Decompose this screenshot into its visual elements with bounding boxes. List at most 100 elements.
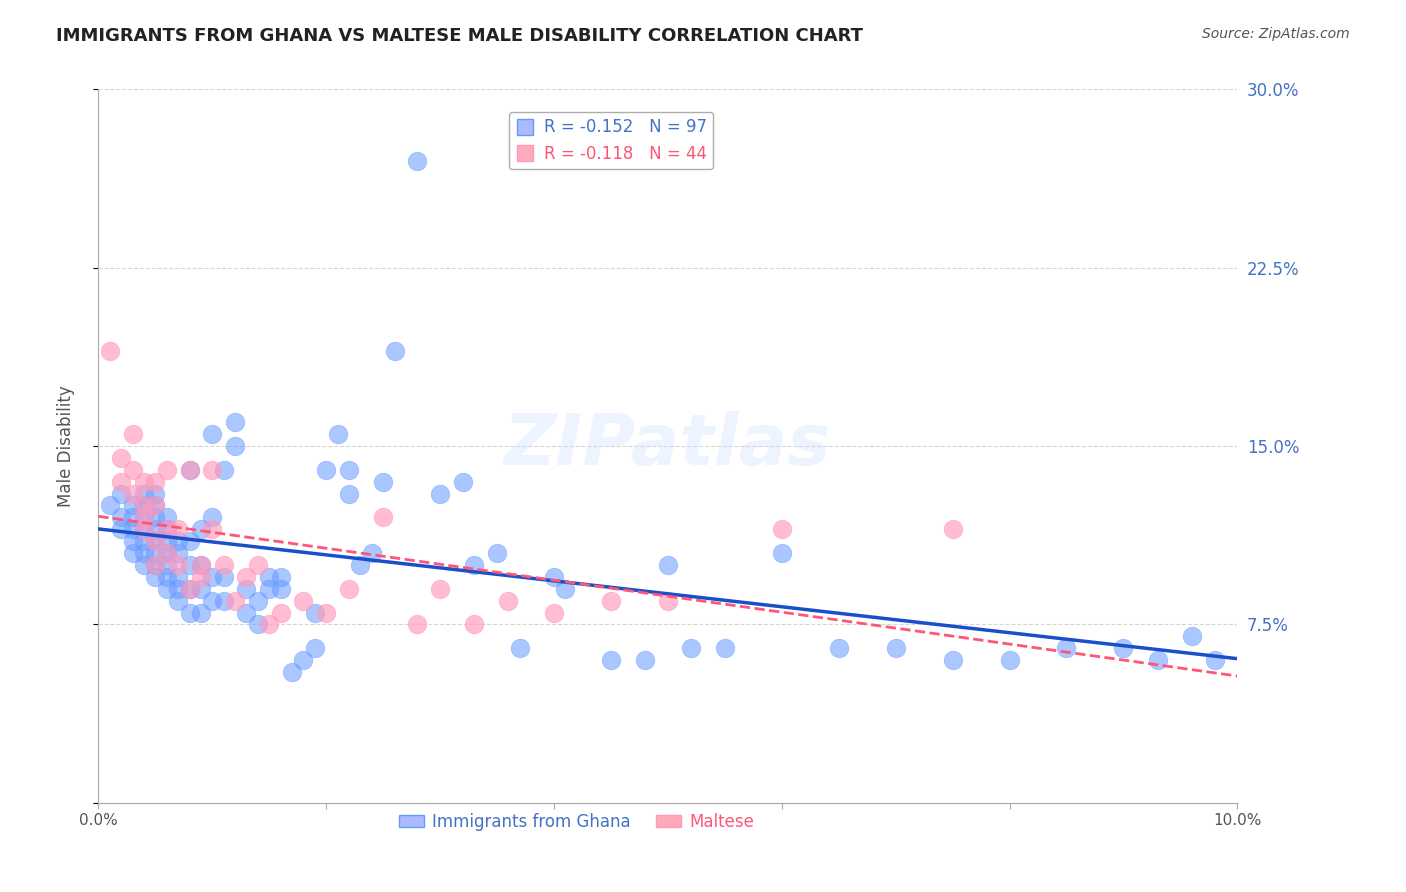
Immigrants from Ghana — [600, 653, 623, 667]
Text: IMMIGRANTS FROM GHANA VS MALTESE MALE DISABILITY CORRELATION CHART: IMMIGRANTS FROM GHANA VS MALTESE MALE DI… — [56, 27, 863, 45]
Immigrants from Ghana — [201, 570, 224, 584]
Maltese — [235, 570, 257, 584]
Immigrants from Ghana — [224, 439, 246, 453]
Immigrants from Ghana — [98, 499, 121, 513]
Maltese — [770, 522, 793, 536]
Immigrants from Ghana — [167, 593, 190, 607]
Maltese — [292, 593, 315, 607]
Immigrants from Ghana — [828, 641, 851, 656]
Immigrants from Ghana — [156, 582, 179, 596]
Maltese — [942, 522, 965, 536]
Immigrants from Ghana — [145, 570, 167, 584]
Immigrants from Ghana — [235, 582, 257, 596]
Immigrants from Ghana — [942, 653, 965, 667]
Immigrants from Ghana — [145, 510, 167, 524]
Immigrants from Ghana — [657, 558, 679, 572]
Maltese — [406, 617, 429, 632]
Immigrants from Ghana — [292, 653, 315, 667]
Immigrants from Ghana — [145, 486, 167, 500]
Immigrants from Ghana — [235, 606, 257, 620]
Immigrants from Ghana — [110, 522, 132, 536]
Maltese — [315, 606, 337, 620]
Immigrants from Ghana — [145, 558, 167, 572]
Immigrants from Ghana — [156, 558, 179, 572]
Immigrants from Ghana — [190, 522, 212, 536]
Immigrants from Ghana — [679, 641, 702, 656]
Immigrants from Ghana — [451, 475, 474, 489]
Immigrants from Ghana — [212, 463, 235, 477]
Immigrants from Ghana — [190, 558, 212, 572]
Immigrants from Ghana — [998, 653, 1021, 667]
Immigrants from Ghana — [179, 582, 201, 596]
Immigrants from Ghana — [714, 641, 737, 656]
Maltese — [543, 606, 565, 620]
Maltese — [600, 593, 623, 607]
Maltese — [463, 617, 485, 632]
Maltese — [337, 582, 360, 596]
Maltese — [145, 534, 167, 549]
Immigrants from Ghana — [156, 570, 179, 584]
Y-axis label: Male Disability: Male Disability — [56, 385, 75, 507]
Maltese — [179, 582, 201, 596]
Immigrants from Ghana — [884, 641, 907, 656]
Maltese — [145, 499, 167, 513]
Immigrants from Ghana — [337, 463, 360, 477]
Immigrants from Ghana — [190, 606, 212, 620]
Immigrants from Ghana — [121, 510, 143, 524]
Immigrants from Ghana — [190, 582, 212, 596]
Immigrants from Ghana — [110, 510, 132, 524]
Immigrants from Ghana — [326, 427, 349, 442]
Maltese — [190, 558, 212, 572]
Immigrants from Ghana — [270, 570, 292, 584]
Maltese — [156, 522, 179, 536]
Immigrants from Ghana — [212, 570, 235, 584]
Immigrants from Ghana — [145, 534, 167, 549]
Immigrants from Ghana — [132, 486, 155, 500]
Immigrants from Ghana — [132, 534, 155, 549]
Immigrants from Ghana — [167, 570, 190, 584]
Immigrants from Ghana — [132, 510, 155, 524]
Immigrants from Ghana — [179, 463, 201, 477]
Immigrants from Ghana — [145, 499, 167, 513]
Maltese — [657, 593, 679, 607]
Immigrants from Ghana — [121, 546, 143, 560]
Maltese — [190, 570, 212, 584]
Immigrants from Ghana — [554, 582, 576, 596]
Immigrants from Ghana — [270, 582, 292, 596]
Immigrants from Ghana — [1056, 641, 1078, 656]
Maltese — [373, 510, 395, 524]
Immigrants from Ghana — [259, 582, 281, 596]
Immigrants from Ghana — [145, 522, 167, 536]
Immigrants from Ghana — [156, 534, 179, 549]
Maltese — [259, 617, 281, 632]
Immigrants from Ghana — [132, 546, 155, 560]
Maltese — [201, 463, 224, 477]
Maltese — [145, 558, 167, 572]
Maltese — [179, 463, 201, 477]
Immigrants from Ghana — [132, 499, 155, 513]
Immigrants from Ghana — [156, 510, 179, 524]
Maltese — [156, 463, 179, 477]
Maltese — [224, 593, 246, 607]
Immigrants from Ghana — [132, 558, 155, 572]
Immigrants from Ghana — [406, 153, 429, 168]
Immigrants from Ghana — [304, 606, 326, 620]
Maltese — [98, 343, 121, 358]
Maltese — [132, 499, 155, 513]
Immigrants from Ghana — [132, 522, 155, 536]
Immigrants from Ghana — [429, 486, 451, 500]
Immigrants from Ghana — [179, 606, 201, 620]
Immigrants from Ghana — [212, 593, 235, 607]
Immigrants from Ghana — [1204, 653, 1226, 667]
Maltese — [498, 593, 520, 607]
Immigrants from Ghana — [384, 343, 406, 358]
Immigrants from Ghana — [770, 546, 793, 560]
Maltese — [110, 450, 132, 465]
Immigrants from Ghana — [110, 486, 132, 500]
Immigrants from Ghana — [259, 570, 281, 584]
Maltese — [212, 558, 235, 572]
Immigrants from Ghana — [156, 546, 179, 560]
Maltese — [121, 463, 143, 477]
Maltese — [167, 522, 190, 536]
Maltese — [167, 558, 190, 572]
